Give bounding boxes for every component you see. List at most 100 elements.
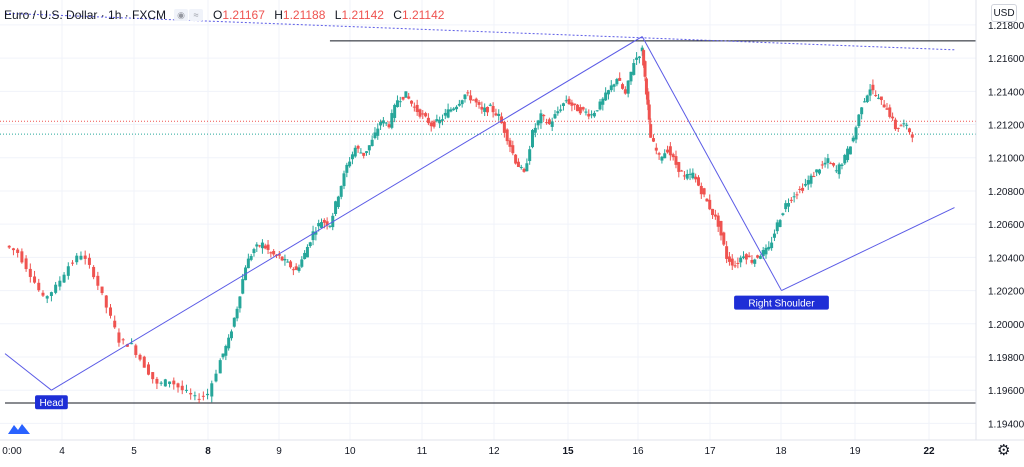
annotation-box[interactable]: [35, 395, 68, 410]
high-value: 1.21188: [282, 8, 326, 22]
head-left-leg[interactable]: [4, 353, 52, 391]
candle: [446, 103, 450, 119]
tradingview-logo-icon[interactable]: [8, 422, 30, 436]
candle: [404, 91, 408, 98]
candle: [244, 265, 248, 281]
candle-body: [792, 196, 796, 198]
candle-body: [860, 107, 864, 115]
candle: [362, 152, 366, 159]
currency-button[interactable]: USD: [991, 4, 1017, 22]
candle-body: [843, 154, 847, 164]
candle-body: [657, 153, 661, 155]
annotation-right-shoulder[interactable]: Right Shoulder: [734, 295, 829, 310]
price-axis-pane[interactable]: [976, 0, 1024, 462]
candle-body: [497, 113, 501, 116]
candle-body: [595, 110, 599, 112]
candle: [711, 208, 715, 219]
candle: [812, 171, 816, 178]
candle: [809, 173, 813, 188]
candle-body: [910, 134, 914, 138]
candle: [542, 113, 546, 121]
candle-body: [33, 276, 37, 283]
candle-body: [647, 104, 651, 120]
candle: [547, 117, 551, 125]
symbol-title[interactable]: Euro / U.S. Dollar · 1h · FXCM: [4, 8, 167, 22]
candle: [235, 306, 239, 322]
candle: [609, 80, 613, 93]
candle: [117, 328, 121, 347]
candle-body: [590, 114, 594, 116]
head-right-leg[interactable]: [51, 36, 643, 391]
annotation-labels[interactable]: Head Right Shoulder: [35, 295, 829, 410]
candle: [899, 123, 903, 127]
candle-body: [820, 164, 824, 166]
pattern-drawings[interactable]: [4, 12, 955, 391]
candle-body: [643, 61, 647, 77]
candle: [604, 87, 608, 102]
candle-body: [789, 199, 793, 201]
y-tick-label: 1.21400: [988, 87, 1024, 98]
candle: [637, 55, 641, 64]
candle-body: [92, 266, 96, 278]
candle: [151, 372, 155, 384]
settings-gear-icon[interactable]: ⚙: [997, 442, 1011, 459]
legend-buttons[interactable]: ◉ ≈: [174, 9, 204, 21]
candle: [668, 142, 672, 161]
candle-body: [528, 149, 532, 162]
candle-body: [24, 258, 28, 270]
ohlc-values: O1.21167 H1.21188 L1.21142 C1.21142: [213, 8, 445, 22]
candle: [232, 317, 236, 328]
candle: [305, 244, 309, 258]
candle-body: [834, 170, 838, 172]
candle: [519, 164, 523, 170]
candle: [201, 391, 205, 401]
candle-body: [615, 79, 619, 85]
candle-body: [668, 146, 672, 156]
candle-body: [705, 198, 709, 202]
candle: [37, 278, 41, 292]
candle: [525, 158, 529, 172]
candle-body: [180, 385, 184, 391]
candle: [778, 219, 782, 228]
candle: [860, 107, 864, 120]
candle-body: [294, 266, 298, 270]
candle-body: [367, 145, 371, 151]
candle: [440, 114, 444, 126]
right-shoulder-right-leg[interactable]: [781, 207, 955, 292]
candle: [758, 254, 762, 260]
candle: [246, 253, 250, 269]
annotation-head[interactable]: Head: [35, 395, 68, 410]
candle: [792, 192, 796, 203]
candle-body: [753, 259, 757, 264]
candle-body: [626, 80, 630, 94]
candle: [24, 255, 28, 272]
candle-body: [564, 100, 568, 102]
candle: [189, 388, 193, 400]
candle: [829, 161, 833, 165]
candle: [837, 162, 841, 179]
chart-style-icon[interactable]: ≈: [189, 9, 204, 21]
candle: [744, 253, 748, 265]
candle-body: [289, 261, 293, 268]
right-shoulder-left-leg[interactable]: [641, 36, 782, 291]
candle: [494, 108, 498, 117]
candle: [365, 151, 369, 156]
candle-body: [305, 246, 309, 258]
candle: [342, 170, 346, 190]
candle-body: [393, 104, 397, 118]
candle-body: [694, 176, 698, 180]
candle-body: [635, 57, 639, 60]
candle: [691, 168, 695, 180]
candle: [615, 77, 619, 87]
candle: [848, 146, 852, 155]
candle-body: [896, 127, 900, 129]
candle-body: [235, 308, 239, 319]
annotation-box[interactable]: [734, 295, 829, 310]
candle-body: [685, 174, 689, 179]
candle: [130, 338, 134, 345]
candle-body: [96, 275, 100, 286]
eye-icon[interactable]: ◉: [174, 9, 189, 21]
candle-body: [353, 147, 357, 157]
